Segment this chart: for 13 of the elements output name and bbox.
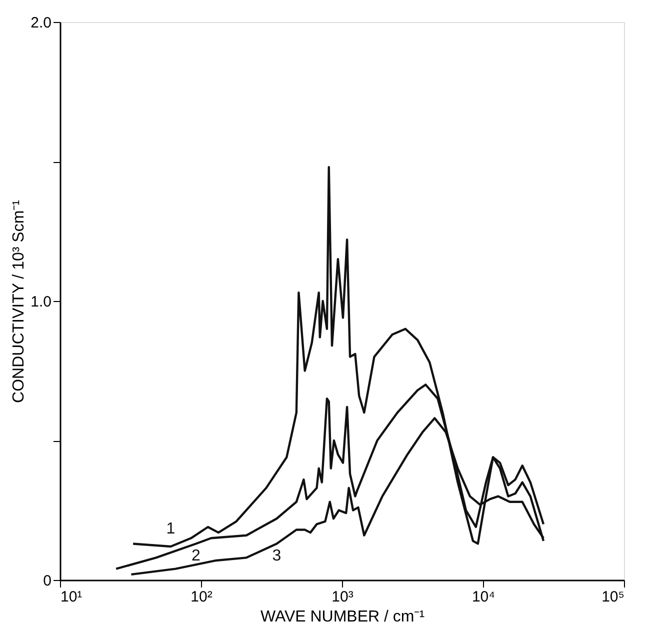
series-label: 2 — [191, 548, 200, 565]
series-label: 3 — [272, 548, 282, 565]
x-tick-label: 10¹ — [60, 588, 82, 606]
y-axis-title: CONDUCTIVITY / 10³ Scm⁻¹ — [10, 200, 28, 403]
x-tick-label: 10⁵ — [602, 588, 624, 606]
x-tick-label: 10³ — [332, 588, 354, 606]
x-axis-title: WAVE NUMBER / cm⁻¹ — [260, 608, 425, 626]
y-tick-label: 1.0 — [30, 294, 52, 310]
y-tick-label: 2.0 — [30, 14, 52, 32]
series-label: 1 — [166, 520, 176, 538]
x-tick-label: 10⁴ — [472, 588, 496, 606]
y-tick-label: 0 — [43, 572, 52, 590]
x-tick-label: 10² — [190, 588, 212, 606]
